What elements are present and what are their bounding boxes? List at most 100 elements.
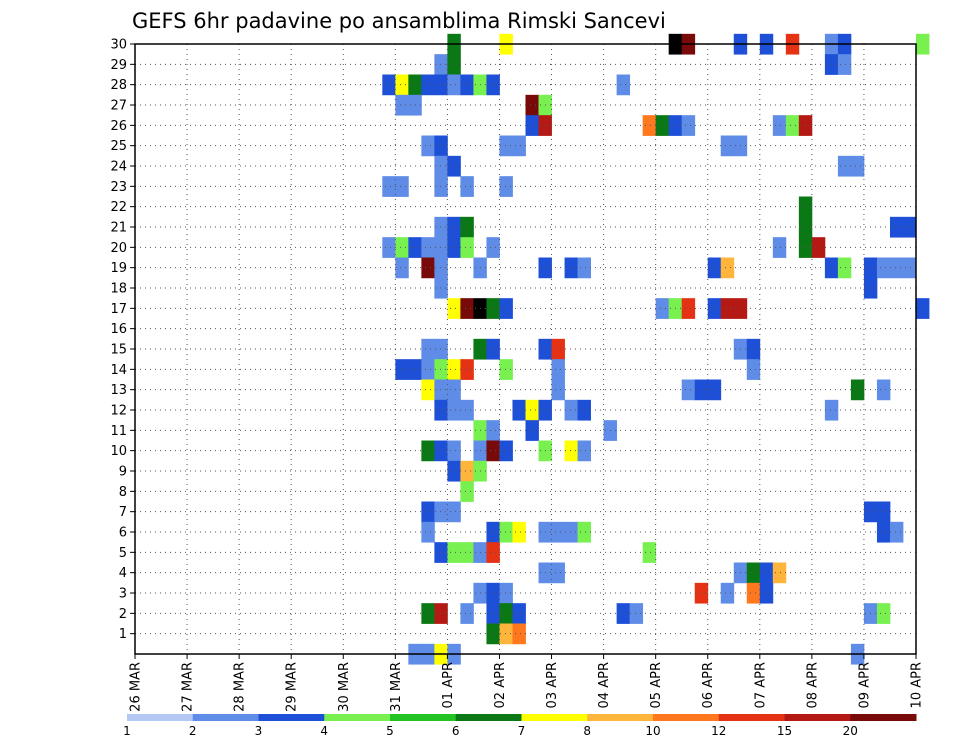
y-axis: 1234567891011121314151617181920212223242… [110, 38, 135, 642]
heatmap-cell [460, 542, 474, 563]
heatmap-cell [720, 135, 735, 157]
x-tick-label: 06 APR [701, 662, 716, 708]
heatmap-cell [616, 74, 631, 96]
heatmap-cell [824, 257, 839, 279]
legend-label: 3 [255, 724, 263, 738]
heatmap-cell [395, 176, 409, 197]
heatmap-cell [395, 257, 409, 279]
heatmap-cell [447, 359, 461, 380]
heatmap-cell [512, 603, 526, 624]
heatmap-cell [629, 603, 644, 624]
y-tick-label: 22 [110, 200, 127, 215]
heatmap-cell [837, 155, 852, 177]
heatmap-cell [486, 74, 500, 96]
x-tick-label: 26 MAR [129, 662, 144, 712]
heatmap-cell [434, 176, 448, 197]
legend-swatch [587, 714, 654, 721]
x-tick-label: 10 APR [910, 662, 925, 708]
heatmap-cell [382, 74, 396, 96]
y-tick-label: 20 [110, 241, 127, 256]
heatmap-cell [837, 257, 852, 279]
y-tick-label: 24 [110, 160, 127, 175]
x-tick-label: 09 APR [857, 662, 872, 708]
heatmap-cell [759, 582, 774, 604]
x-tick-label: 30 MAR [337, 662, 352, 712]
y-tick-label: 4 [119, 566, 127, 581]
heatmap-cell [876, 501, 891, 523]
heatmap-cell [434, 277, 448, 299]
heatmap-cell [421, 521, 435, 543]
heatmap-cell [772, 562, 787, 584]
y-tick-label: 8 [119, 485, 127, 500]
heatmap-cell [889, 257, 904, 279]
heatmap-cell [460, 74, 474, 96]
x-tick-label: 27 MAR [181, 662, 196, 712]
heatmap-cell [746, 582, 761, 604]
legend-label: 1 [123, 724, 131, 738]
heatmap-cell [434, 216, 448, 238]
heatmap-cell [382, 237, 396, 258]
heatmap-cell [447, 237, 461, 258]
heatmap-cell [824, 399, 839, 421]
x-tick-label: 01 APR [441, 662, 456, 708]
legend-swatch [653, 714, 720, 721]
y-tick-label: 25 [110, 139, 127, 154]
heatmap-cell [707, 257, 722, 279]
y-tick-label: 10 [110, 444, 127, 459]
heatmap-cell [707, 379, 722, 401]
heatmap-cell [512, 399, 526, 421]
legend-label: 8 [583, 724, 591, 738]
heatmap-cell [720, 298, 735, 319]
heatmap-cell [850, 379, 865, 401]
heatmap-cell [447, 155, 461, 177]
heatmap-cell [434, 135, 448, 157]
heatmap-cell [577, 521, 591, 543]
x-tick-label: 03 APR [545, 662, 560, 708]
heatmap-cell [772, 115, 787, 136]
heatmap-cell [421, 501, 435, 523]
legend-swatch [850, 714, 917, 721]
heatmap-cell [837, 54, 852, 75]
heatmap-cell [434, 440, 448, 462]
heatmap-cell [811, 237, 826, 258]
heatmap-cell [551, 338, 565, 360]
legend-label: 12 [711, 724, 726, 738]
heatmap-cell [876, 379, 891, 401]
legend-swatch [324, 714, 391, 721]
heatmap-cell [460, 359, 474, 380]
heatmap-cell [447, 298, 461, 319]
heatmap-cell [434, 338, 448, 360]
heatmap-cell [434, 257, 448, 279]
heatmap-cell [551, 379, 565, 401]
y-tick-label: 7 [119, 505, 127, 520]
heatmap-cell [525, 399, 539, 421]
y-tick-label: 21 [110, 221, 127, 236]
heatmap-cell [889, 216, 904, 238]
heatmap-cell [460, 176, 474, 197]
heatmap-cell [434, 399, 448, 421]
heatmap-cell [395, 94, 409, 116]
x-axis: 26 MAR 27 MAR 28 MAR 29 MAR 30 MAR 31 MAR 01 A… [129, 654, 925, 712]
y-tick-label: 30 [110, 38, 127, 53]
heatmap-cell [434, 501, 448, 523]
x-tick-label: 08 APR [805, 662, 820, 708]
heatmap-cell [642, 542, 657, 563]
heatmap-cell [395, 237, 409, 258]
legend-swatch [390, 714, 457, 721]
heatmap-cell [525, 115, 539, 136]
x-tick-label: 05 APR [649, 662, 664, 708]
heatmap-cell [551, 359, 565, 380]
x-tick-label: 29 MAR [285, 662, 300, 712]
legend-label: 6 [452, 724, 460, 738]
heatmap-cell [564, 521, 578, 543]
heatmap-cell [421, 359, 435, 380]
heatmap-cell [916, 298, 930, 319]
heatmap-cell [486, 338, 500, 360]
heatmap-cell [512, 521, 526, 543]
y-tick-label: 28 [110, 78, 127, 93]
heatmap-cell [434, 237, 448, 258]
heatmap-cell [616, 603, 631, 624]
heatmap-cell [486, 521, 500, 543]
heatmap-cell [447, 501, 461, 523]
